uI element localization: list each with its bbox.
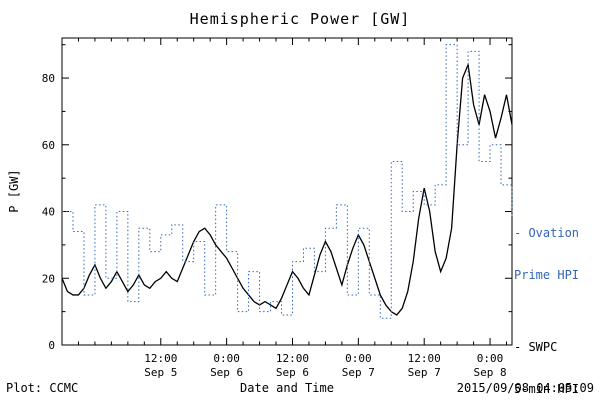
- legend-ovation-line1: - Ovation: [514, 226, 580, 240]
- x-tick-time-label: 0:00: [477, 352, 504, 365]
- x-tick-date-label: Sep 8: [473, 366, 506, 379]
- plot-timestamp: 2015/09/08 04:05:09: [456, 381, 594, 395]
- x-tick-time-label: 12:00: [144, 352, 177, 365]
- x-tick-date-label: Sep 5: [144, 366, 177, 379]
- swpc-5min-line: [61, 62, 513, 316]
- legend-swpc-5min-hpi: - SWPC 5-min HPI: [514, 312, 579, 400]
- y-tick-label: 60: [42, 139, 55, 152]
- y-tick-label: 40: [42, 206, 55, 219]
- x-tick-date-label: Sep 6: [276, 366, 309, 379]
- x-tick-date-label: Sep 7: [342, 366, 375, 379]
- y-tick-label: 20: [42, 272, 55, 285]
- x-tick-date-label: Sep 6: [210, 366, 243, 379]
- x-axis-label: Date and Time: [240, 381, 334, 395]
- ovation-prime-step-line: [62, 44, 513, 319]
- x-tick-time-label: 0:00: [213, 352, 240, 365]
- legend-ovation-prime-hpi: - Ovation Prime HPI: [514, 198, 579, 310]
- y-tick-label: 0: [48, 339, 55, 352]
- plot-source-label: Plot: CCMC: [6, 381, 79, 395]
- legend-swpc-line2: 5-min HPI: [514, 382, 580, 396]
- x-tick-time-label: 12:00: [276, 352, 309, 365]
- x-tick-date-label: Sep 7: [408, 366, 441, 379]
- plot-box: [61, 37, 513, 346]
- x-tick-time-label: 12:00: [408, 352, 441, 365]
- legend-swpc-line1: - SWPC: [514, 340, 558, 354]
- x-tick-time-label: 0:00: [345, 352, 372, 365]
- legend-ovation-line2: Prime HPI: [514, 268, 580, 282]
- chart-title: Hemispheric Power [GW]: [189, 10, 411, 28]
- y-tick-label: 80: [42, 72, 55, 85]
